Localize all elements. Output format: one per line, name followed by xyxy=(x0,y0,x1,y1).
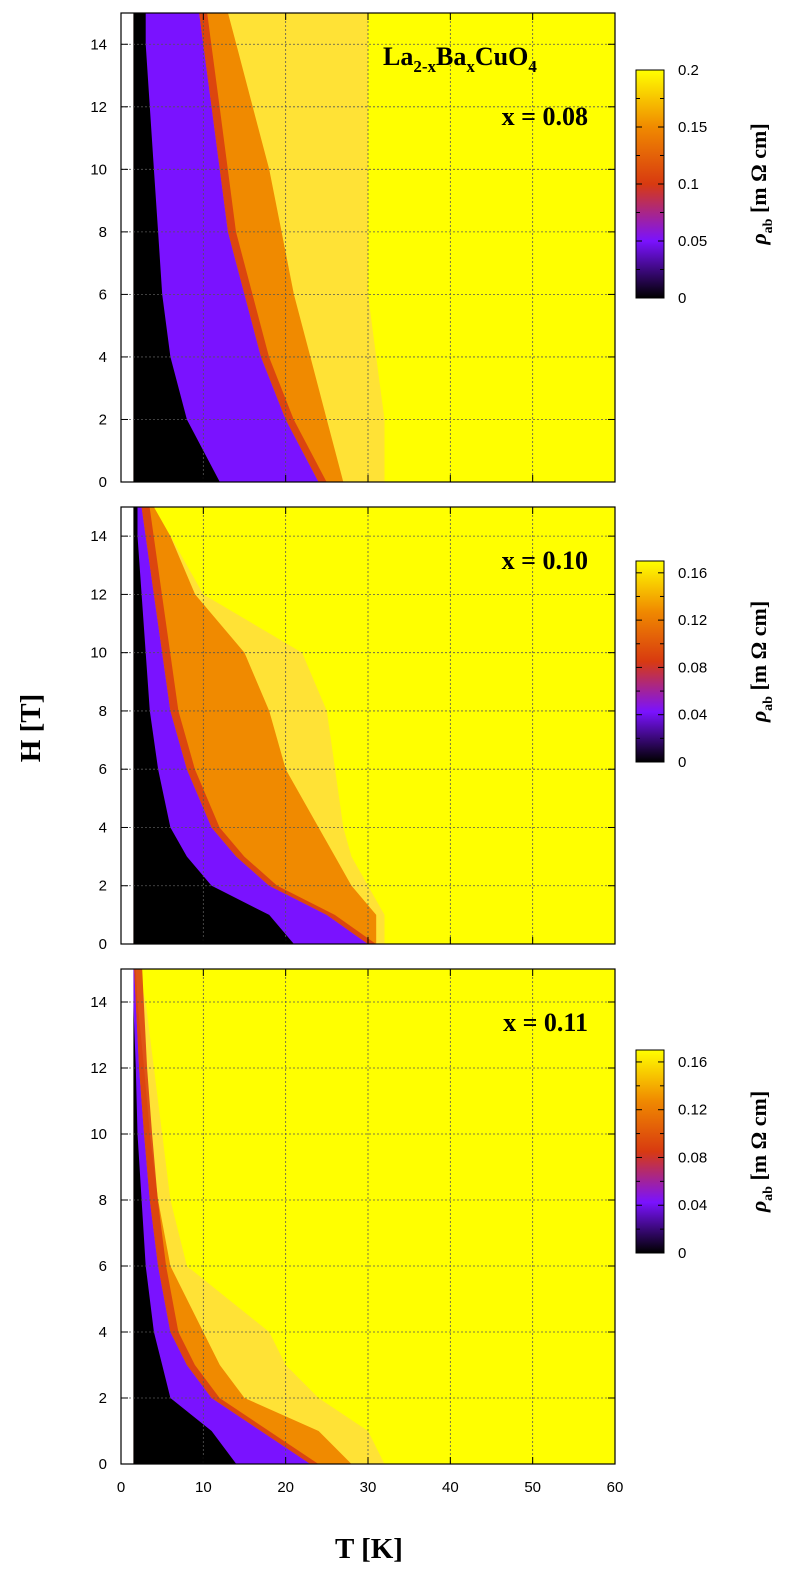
x-tick-label: 10 xyxy=(195,1479,212,1496)
colorbar-tick-label: 0.15 xyxy=(678,119,707,136)
y-tick-label: 10 xyxy=(90,161,107,178)
colorbar: 0 0.05 0.1 0.15 0.2 ρab [m Ω cm] xyxy=(635,62,776,307)
colorbar-tick-label: 0.04 xyxy=(678,1197,707,1214)
y-tick-label: 4 xyxy=(99,349,107,366)
colorbar-tick-label: 0 xyxy=(678,1245,686,1262)
y-tick-label: 10 xyxy=(90,645,107,662)
y-tick-label: 2 xyxy=(99,1390,107,1407)
colorbar-tick-label: 0 xyxy=(678,290,686,307)
y-tick-label: 10 xyxy=(90,1126,107,1143)
x-tick-label: 20 xyxy=(277,1479,294,1496)
colorbar-tick-label: 0.1 xyxy=(678,176,699,193)
y-tick-label: 4 xyxy=(99,1324,107,1341)
colorbar-tick-label: 0.16 xyxy=(678,565,707,582)
colorbar-label: ρab [m Ω cm] xyxy=(746,123,776,245)
x-tick-label: 40 xyxy=(442,1479,459,1496)
colorbar-tick-label: 0.05 xyxy=(678,233,707,250)
y-axis-label: H [T] xyxy=(15,694,47,762)
y-tick-label: 12 xyxy=(90,1060,107,1077)
y-tick-label: 6 xyxy=(99,761,107,778)
no-data-strip xyxy=(121,13,134,482)
region-purple xyxy=(133,507,368,944)
colorbar-tick-label: 0.16 xyxy=(678,1054,707,1071)
colorbar-label: ρab [m Ω cm] xyxy=(746,601,776,723)
x-tick-label: 50 xyxy=(524,1479,541,1496)
colorbar-tick-label: 0.12 xyxy=(678,1102,707,1119)
x-tick-label: 0 xyxy=(117,1479,125,1496)
y-tick-label: 8 xyxy=(99,703,107,720)
y-tick-label: 12 xyxy=(90,99,107,116)
colorbar-tick-label: 0.08 xyxy=(678,659,707,676)
colorbar-gradient xyxy=(635,560,665,763)
colorbar-gradient xyxy=(635,1049,665,1254)
y-tick-label: 14 xyxy=(90,36,107,53)
x-tick-label: 60 xyxy=(607,1479,624,1496)
y-tick-label: 6 xyxy=(99,1258,107,1275)
region-black xyxy=(133,969,237,1464)
x-axis-label: T [K] xyxy=(335,1533,403,1565)
compound-label: La2-xBaxCuO4 xyxy=(383,42,537,76)
region-red xyxy=(199,13,327,482)
y-tick-label: 2 xyxy=(99,878,107,895)
y-tick-label: 4 xyxy=(99,819,107,836)
colorbar-tick-label: 0 xyxy=(678,754,686,771)
colorbar-tick-label: 0.12 xyxy=(678,612,707,629)
panel-x010: 0 2 4 6 8 10 12 14 x = 0.10 0 0.04 0.08 0.12 0.16 ρab … xyxy=(90,506,776,953)
doping-annotation: x = 0.11 xyxy=(503,1008,588,1037)
x-tick-label: 30 xyxy=(360,1479,377,1496)
region-red xyxy=(134,969,319,1464)
colorbar-tick-label: 0.2 xyxy=(678,62,699,79)
panel-x011: 0 2 4 6 8 10 12 14 0 10 20 30 40 50 60 x = 0.11 0 0.04 0.0… xyxy=(90,968,776,1496)
y-tick-label: 14 xyxy=(90,994,107,1011)
y-tick-label: 2 xyxy=(99,411,107,428)
y-tick-label: 0 xyxy=(99,1456,107,1473)
y-tick-label: 6 xyxy=(99,286,107,303)
region-orange xyxy=(133,969,352,1464)
colorbar-tick-label: 0.04 xyxy=(678,707,707,724)
y-tick-label: 0 xyxy=(99,936,107,953)
panel-x008: 0 2 4 6 8 10 12 14 x = 0.08 0 0.05 0.1 0.15 0.2 ρab [m… xyxy=(90,12,776,491)
colorbar-tick-label: 0.08 xyxy=(678,1149,707,1166)
no-data-strip xyxy=(121,507,134,944)
region-black xyxy=(133,13,220,482)
y-tick-label: 14 xyxy=(90,528,107,545)
doping-annotation: x = 0.08 xyxy=(502,102,588,131)
y-tick-label: 8 xyxy=(99,224,107,241)
region-black xyxy=(133,507,294,944)
doping-annotation: x = 0.10 xyxy=(502,546,588,575)
colorbar: 0 0.04 0.08 0.12 0.16 ρab [m Ω cm] xyxy=(635,560,776,771)
y-tick-label: 0 xyxy=(99,474,107,491)
region-purple xyxy=(133,13,319,482)
colorbar-label: ρab [m Ω cm] xyxy=(746,1091,776,1213)
no-data-strip xyxy=(121,969,134,1464)
colorbar: 0 0.04 0.08 0.12 0.16 ρab [m Ω cm] xyxy=(635,1049,776,1262)
heatmap-field xyxy=(121,13,615,482)
y-tick-label: 12 xyxy=(90,586,107,603)
y-tick-label: 8 xyxy=(99,1192,107,1209)
